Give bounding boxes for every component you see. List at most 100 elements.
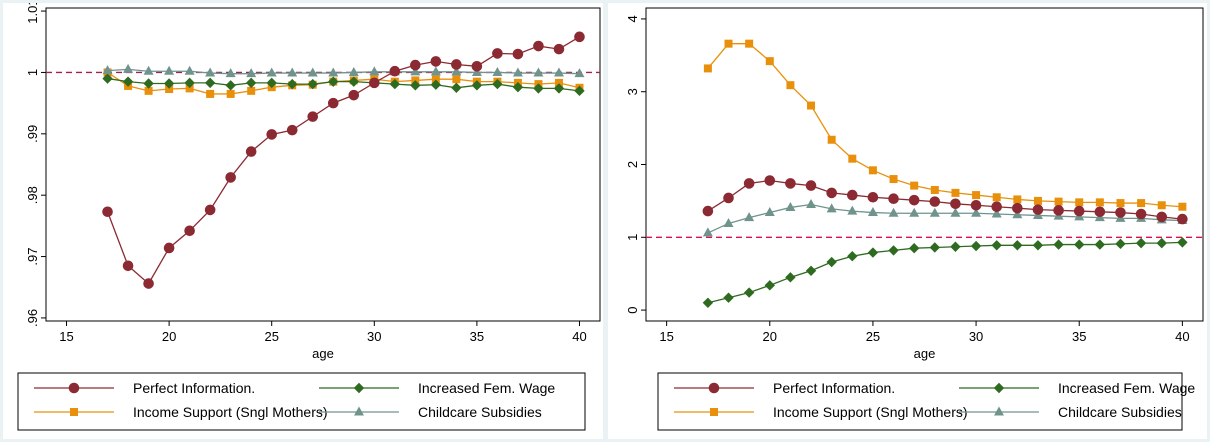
left-data-point xyxy=(471,80,483,91)
right-data-point xyxy=(1135,237,1147,249)
left-data-point xyxy=(327,97,339,109)
right-data-point xyxy=(846,189,858,201)
left-data-point xyxy=(143,78,154,89)
left-data-point xyxy=(204,204,216,216)
right-legend-label: Childcare Subsidies xyxy=(1058,404,1182,420)
left-legend-marker xyxy=(353,382,365,394)
left-legend-label: Childcare Subsidies xyxy=(418,404,542,420)
right-data-point xyxy=(805,265,817,276)
right-data-point xyxy=(909,207,920,217)
right-data-point xyxy=(971,207,982,217)
right-data-point xyxy=(1116,199,1125,208)
left-legend-item: Childcare Subsidies xyxy=(319,404,542,420)
left-data-point xyxy=(451,82,462,93)
right-data-point xyxy=(950,241,961,252)
right-data-point xyxy=(847,205,858,215)
left-data-point xyxy=(368,77,380,89)
left-data-point xyxy=(512,81,524,93)
left-data-point xyxy=(165,85,174,94)
left-data-point xyxy=(122,76,134,87)
right-data-point xyxy=(970,240,982,252)
right-data-point xyxy=(992,193,1001,202)
left-data-point xyxy=(430,66,441,76)
left-data-point xyxy=(348,66,359,76)
left-data-point xyxy=(226,89,235,98)
left-legend-item: Perfect Information. xyxy=(34,380,255,396)
left-data-point xyxy=(574,85,585,97)
right-data-point xyxy=(1073,205,1085,217)
right-data-point xyxy=(867,207,878,217)
right-data-point xyxy=(991,208,1002,218)
left-data-point xyxy=(533,67,544,77)
left-chart-panel: .96 .97 .98 .99 1 1.01 15 20 25 30 35 40 age Perfect … xyxy=(3,0,603,439)
left-series-increased-fem-wage xyxy=(102,73,585,97)
right-data-point xyxy=(723,292,734,303)
left-data-point xyxy=(185,84,194,93)
left-y-tick-label: 1.01 xyxy=(25,3,40,24)
right-data-point xyxy=(1012,202,1023,214)
right-legend-marker xyxy=(710,408,718,416)
right-data-point xyxy=(867,247,879,258)
left-x-tick-label: 20 xyxy=(162,329,176,344)
left-data-point xyxy=(471,61,483,72)
right-data-point xyxy=(743,287,755,298)
right-data-point xyxy=(764,207,775,217)
left-data-point xyxy=(163,242,175,254)
right-data-point xyxy=(785,201,796,211)
right-x-tick-label: 35 xyxy=(1072,329,1086,344)
right-legend-marker xyxy=(708,382,720,394)
left-data-point xyxy=(184,225,195,237)
right-data-point xyxy=(908,243,920,254)
right-data-point xyxy=(1095,198,1104,207)
left-x-tick-label: 35 xyxy=(470,329,484,344)
right-data-point xyxy=(1135,208,1147,220)
left-data-point xyxy=(206,89,215,98)
right-data-point xyxy=(764,175,776,186)
left-data-point xyxy=(512,67,523,77)
left-data-point xyxy=(554,78,563,87)
right-data-point xyxy=(807,101,816,110)
right-data-point xyxy=(745,39,754,48)
left-data-point xyxy=(553,67,564,77)
right-data-point xyxy=(724,39,733,48)
right-data-point xyxy=(1177,237,1188,248)
left-y-tick-label: 1 xyxy=(25,69,40,76)
left-data-point xyxy=(512,48,524,60)
right-data-point xyxy=(743,178,755,189)
left-series-perfect-information xyxy=(102,31,585,289)
left-data-point xyxy=(266,77,277,89)
right-data-point xyxy=(827,135,836,144)
left-data-point xyxy=(328,67,339,77)
right-legend-item: Perfect Information. xyxy=(674,380,895,396)
left-data-point xyxy=(307,78,318,90)
right-y-tick-label: 1 xyxy=(625,234,640,241)
left-data-point xyxy=(452,75,461,84)
right-series-perfect-information xyxy=(702,175,1188,225)
left-legend-item: Income Support (Sngl Mothers) xyxy=(34,404,328,420)
right-data-point xyxy=(1012,240,1023,251)
right-legend-item: Childcare Subsidies xyxy=(959,404,1182,420)
right-data-point xyxy=(848,154,857,163)
left-y-tick-label: .97 xyxy=(25,248,40,266)
right-data-point xyxy=(970,199,982,211)
right-data-point xyxy=(1156,237,1167,249)
left-data-point xyxy=(492,66,503,76)
right-x-tick-label: 20 xyxy=(763,329,777,344)
right-data-point xyxy=(805,180,817,191)
left-data-point xyxy=(163,78,175,89)
right-data-point xyxy=(1157,201,1166,210)
right-legend-item: Increased Fem. Wage xyxy=(959,380,1195,396)
right-data-point xyxy=(951,188,960,197)
right-legend-marker xyxy=(994,406,1004,416)
left-legend-label: Income Support (Sngl Mothers) xyxy=(133,404,328,420)
left-data-point xyxy=(533,83,544,94)
right-data-point xyxy=(1054,197,1063,206)
left-data-point xyxy=(389,65,401,77)
right-data-point xyxy=(1094,206,1106,218)
left-data-point xyxy=(102,206,113,218)
left-data-point xyxy=(348,89,360,101)
right-data-point xyxy=(889,175,898,184)
left-data-point xyxy=(307,111,319,122)
right-data-point xyxy=(888,193,899,205)
right-data-point xyxy=(1053,205,1064,216)
